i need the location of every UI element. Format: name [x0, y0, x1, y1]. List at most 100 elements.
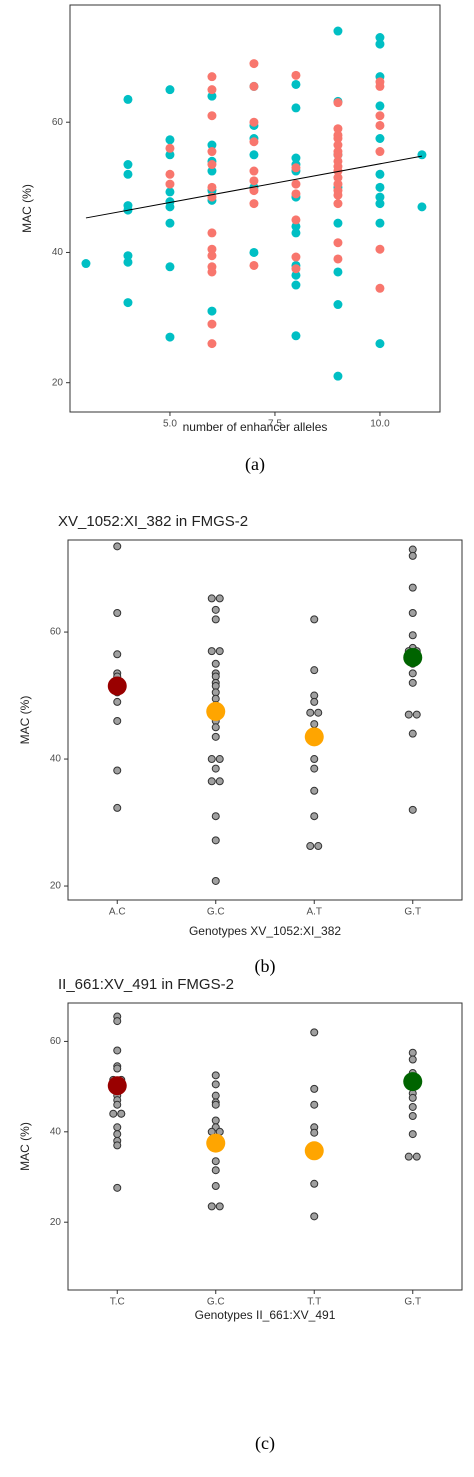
scatter-point — [291, 221, 301, 231]
data-point — [408, 1130, 417, 1139]
y-tick-label: 60 — [50, 627, 62, 638]
data-point — [211, 1080, 220, 1089]
data-point — [211, 605, 220, 614]
x-tick-label: 5.0 — [163, 419, 177, 430]
scatter-point — [207, 182, 217, 192]
scatter-point — [207, 228, 217, 238]
scatter-point — [207, 267, 217, 277]
data-point — [113, 1130, 122, 1139]
scatter-point — [333, 150, 343, 160]
plot-frame — [69, 4, 441, 413]
scatter-point — [249, 260, 259, 270]
scatter-point — [207, 160, 217, 170]
scatter-point — [333, 98, 343, 108]
scatter-point — [165, 143, 175, 153]
scatter-point — [249, 137, 259, 147]
data-point — [211, 1071, 220, 1080]
scatter-point — [291, 280, 301, 290]
data-point — [408, 729, 417, 738]
scatter-point — [291, 264, 301, 274]
mean-point — [304, 727, 324, 747]
data-point — [310, 764, 319, 773]
scatter-point — [291, 270, 301, 280]
data-point — [310, 666, 319, 675]
x-tick-label: T.T — [307, 1297, 321, 1308]
scatter-point — [417, 150, 427, 160]
data-point — [113, 766, 122, 775]
scatter-point — [333, 238, 343, 248]
scatter-point — [291, 70, 301, 80]
x-tick-label: G.C — [207, 907, 225, 918]
scatter-point — [333, 179, 343, 189]
data-point — [215, 755, 224, 764]
data-point — [207, 755, 216, 764]
data-point — [408, 609, 417, 618]
y-tick-label: 20 — [50, 881, 62, 892]
data-point — [310, 1028, 319, 1037]
scatter-point — [291, 228, 301, 238]
data-point — [310, 1100, 319, 1109]
data-point — [215, 777, 224, 786]
scatter-point — [375, 192, 385, 202]
caption: (a) — [245, 454, 265, 475]
scatter-point — [375, 39, 385, 49]
data-point — [211, 615, 220, 624]
scatter-point — [375, 133, 385, 143]
data-point — [113, 716, 122, 725]
scatter-point — [375, 81, 385, 91]
scatter-point — [375, 169, 385, 179]
x-tick-label: A.C — [109, 907, 126, 918]
mean-point — [403, 1072, 423, 1092]
scatter-point — [207, 319, 217, 329]
data-point — [408, 583, 417, 592]
y-axis-label: MAC (%) — [18, 696, 32, 745]
scatter-point — [207, 147, 217, 157]
mean-point — [206, 1133, 226, 1153]
data-point — [113, 609, 122, 618]
data-point — [211, 1100, 220, 1109]
data-point — [314, 842, 323, 851]
scatter-point — [375, 199, 385, 209]
x-tick-label: 7.5 — [268, 419, 282, 430]
data-point — [113, 1141, 122, 1150]
data-point — [310, 812, 319, 821]
data-point — [117, 1109, 126, 1118]
data-point — [310, 1084, 319, 1093]
scatter-point — [207, 91, 217, 101]
scatter-point — [165, 85, 175, 95]
data-point — [408, 805, 417, 814]
scatter-point — [291, 179, 301, 189]
scatter-point — [165, 262, 175, 272]
scatter-point — [375, 244, 385, 254]
scatter-point — [333, 371, 343, 381]
data-point — [306, 842, 315, 851]
data-point — [408, 1102, 417, 1111]
data-point — [310, 615, 319, 624]
data-point — [408, 551, 417, 560]
data-point — [211, 732, 220, 741]
scatter-point — [207, 72, 217, 82]
scatter-point — [333, 133, 343, 143]
scatter-point — [207, 251, 217, 261]
data-point — [314, 708, 323, 717]
scatter-point — [165, 179, 175, 189]
scatter-point — [333, 26, 343, 36]
data-point — [408, 669, 417, 678]
data-point — [310, 1179, 319, 1188]
mean-point — [107, 1076, 127, 1096]
data-point — [408, 1048, 417, 1057]
data-point — [211, 1116, 220, 1125]
data-point — [306, 708, 315, 717]
scatter-point — [375, 283, 385, 293]
data-point — [408, 1093, 417, 1102]
scatter-point — [207, 111, 217, 121]
data-point — [207, 1202, 216, 1211]
mean-point — [107, 676, 127, 696]
scatter-point — [165, 202, 175, 212]
x-tick-label: G.T — [404, 907, 421, 918]
y-axis-label: MAC (%) — [20, 184, 34, 233]
x-axis-label: Genotypes II_661:XV_491 — [195, 1308, 336, 1322]
y-tick-label: 40 — [50, 754, 62, 765]
mean-point — [206, 701, 226, 721]
